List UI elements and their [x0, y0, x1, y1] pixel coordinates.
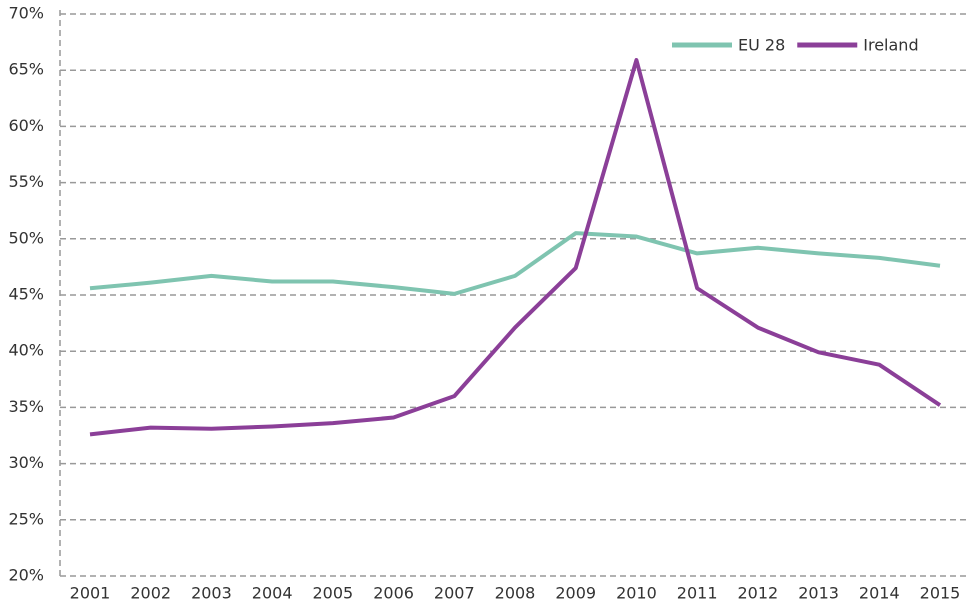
y-tick-label: 50% — [8, 228, 44, 247]
x-tick-label: 2008 — [495, 584, 536, 603]
line — [89, 231, 941, 296]
y-tick-label: 65% — [8, 60, 44, 79]
y-tick-label: 25% — [8, 509, 44, 528]
line — [89, 58, 942, 437]
y-tick-label: 55% — [8, 172, 44, 191]
x-tick-label: 2006 — [373, 584, 414, 603]
y-tick-label: 30% — [8, 453, 44, 472]
y-tick-label: 40% — [8, 341, 44, 360]
x-tick-label: 2005 — [312, 584, 353, 603]
x-tick-label: 2011 — [677, 584, 718, 603]
x-tick-label: 2009 — [555, 584, 596, 603]
x-tick-label: 2010 — [616, 584, 657, 603]
x-tick-label: 2015 — [920, 584, 961, 603]
x-tick-label: 2001 — [70, 584, 111, 603]
y-tick-label: 60% — [8, 116, 44, 135]
y-tick-label: 20% — [8, 566, 44, 585]
legend-label: Ireland — [863, 36, 918, 55]
x-tick-label: 2007 — [434, 584, 475, 603]
x-tick-label: 2004 — [252, 584, 293, 603]
x-tick-label: 2012 — [737, 584, 778, 603]
y-tick-label: 70% — [8, 4, 44, 23]
x-tick-label: 2013 — [798, 584, 839, 603]
x-tick-label: 2002 — [130, 584, 171, 603]
x-tick-label: 2003 — [191, 584, 232, 603]
x-tick-label: 2014 — [859, 584, 900, 603]
y-tick-label: 45% — [8, 285, 44, 304]
legend-label: EU 28 — [738, 36, 785, 55]
y-tick-label: 35% — [8, 397, 44, 416]
